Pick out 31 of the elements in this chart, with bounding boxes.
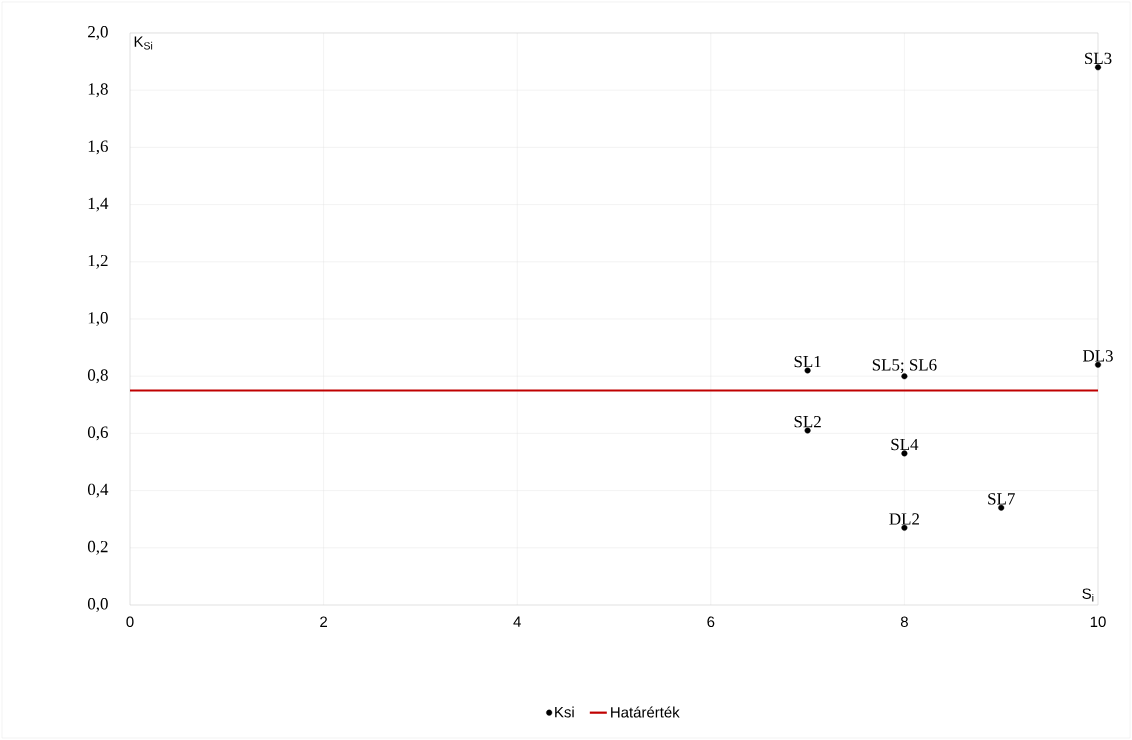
x-tick-label: 10 [1090,616,1106,628]
annotation: SL7 [988,493,1015,505]
point [1095,64,1102,71]
y-tick-label: 1,4 [88,197,109,212]
annotation: SL1 [794,355,821,368]
point [901,373,908,380]
x-tick-label: 0 [126,616,134,628]
annotation: SL2 [794,415,821,428]
legend-label: Ksi [555,706,574,718]
y-tick-label: 0,0 [87,598,108,612]
y-tick-label: 0,6 [87,426,108,441]
annotation: DL2 [889,513,919,525]
annotation: SL5; SL6 [872,359,937,373]
x-tick-label: 2 [320,616,328,627]
annotation: DL3 [1082,350,1113,362]
x-tick-label: 6 [707,616,715,628]
y-tick-label: 1,6 [88,140,108,155]
y-tick-label: 1,8 [88,83,108,98]
y-tick-label: 1,0 [88,312,108,326]
y-tick-label: 0,4 [87,483,109,498]
y-tick-label: 0,2 [87,540,108,555]
legend-label: Határérték [611,706,680,718]
y-tick-label: 0,8 [87,369,108,384]
x-axis-title: S$_{i}$ [1082,588,1094,602]
x-tick-label: 8 [900,616,908,628]
annotation: SL3 [1085,52,1112,65]
x-tick-label: 4 [513,616,521,627]
y-tick-label: 2,0 [88,26,108,40]
annotation: SL4 [891,438,919,451]
y-tick-label: 1,2 [88,254,108,269]
y-axis-title: K$_{Si}$ [134,36,153,50]
